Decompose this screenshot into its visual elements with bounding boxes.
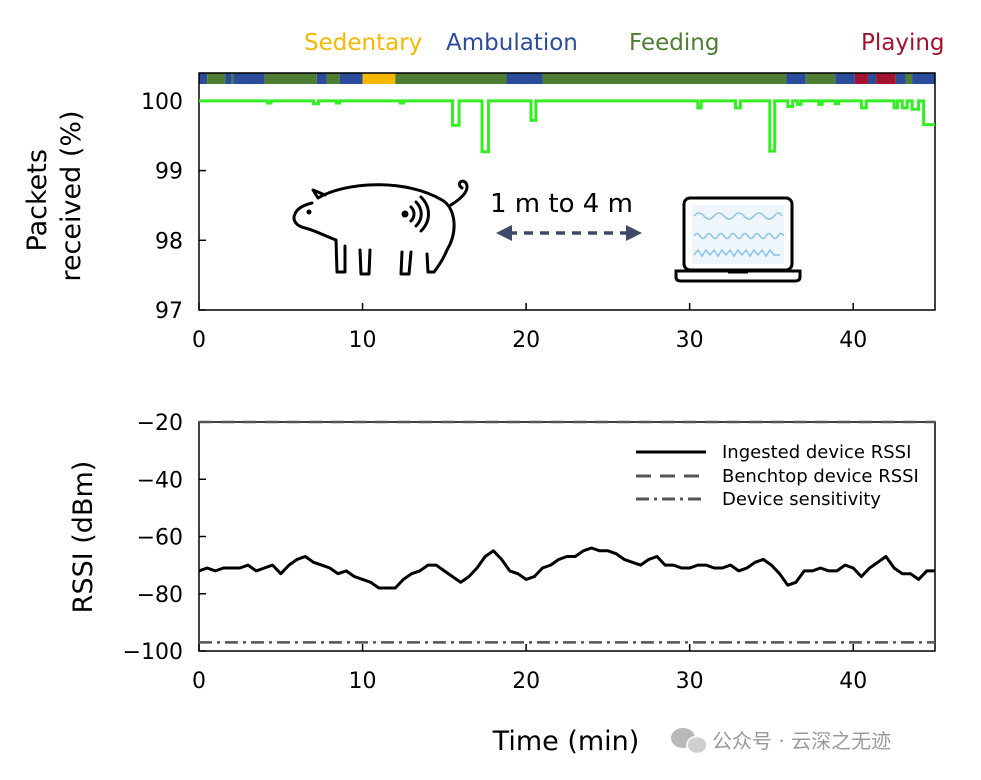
rssi-ytick-label: −100 bbox=[123, 640, 183, 665]
rssi-xtick-label: 0 bbox=[192, 669, 206, 694]
activity-legend-feeding: Feeding bbox=[629, 30, 719, 56]
activity-segment-sedentary bbox=[362, 73, 396, 84]
activity-legend-playing: Playing bbox=[861, 30, 945, 56]
ingested-rssi-line bbox=[198, 546, 935, 590]
packets-xtick-label: 40 bbox=[839, 328, 867, 353]
packets-ytick-label: 99 bbox=[155, 160, 183, 185]
packets-x-axis: 0 10 20 30 40 bbox=[192, 303, 867, 353]
rssi-ytick-label: −80 bbox=[137, 583, 183, 608]
activity-segment-ambulation bbox=[786, 73, 806, 84]
activity-segment-ambulation bbox=[835, 73, 855, 84]
watermark: 公众号 · 云深之无迹 bbox=[671, 728, 891, 755]
activity-segment-ambulation bbox=[233, 73, 265, 84]
legend-label-benchtop: Benchtop device RSSI bbox=[722, 466, 919, 487]
activity-segment-ambulation bbox=[339, 73, 363, 84]
packets-xtick-label: 0 bbox=[192, 328, 206, 353]
packets-panel: 0 10 20 30 40 97 98 99 100 Packets received (%)… bbox=[22, 72, 936, 353]
activity-segment-ambulation bbox=[867, 73, 877, 84]
activity-bar bbox=[199, 73, 935, 84]
packets-ytick-label: 100 bbox=[141, 90, 183, 115]
packets-xtick-label: 30 bbox=[676, 328, 704, 353]
activity-segment-ambulation bbox=[316, 73, 327, 84]
rssi-ytick-label: −60 bbox=[137, 526, 183, 551]
rssi-ytick-label: −20 bbox=[137, 411, 183, 436]
packets-received-line bbox=[199, 99, 935, 154]
packets-xtick-label: 10 bbox=[349, 328, 377, 353]
rssi-y-axis: −100 −80 −60 −40 −20 bbox=[123, 411, 206, 665]
wireless-signal-icon bbox=[401, 195, 430, 233]
activity-legend: Sedentary Ambulation Feeding Playing bbox=[304, 30, 945, 56]
activity-segment-feeding bbox=[264, 73, 317, 84]
activity-segment-ambulation bbox=[895, 73, 906, 84]
packets-xtick-label: 20 bbox=[512, 328, 540, 353]
activity-segment-feeding bbox=[805, 73, 836, 84]
packets-plot-frame bbox=[198, 72, 936, 311]
activity-segment-playing bbox=[876, 73, 896, 84]
activity-segment-feeding bbox=[542, 73, 787, 84]
activity-segment-ambulation bbox=[199, 73, 208, 84]
packets-ytick-label: 98 bbox=[155, 229, 183, 254]
double-arrow-icon bbox=[496, 225, 642, 241]
rssi-legend: Ingested device RSSI Benchtop device RSS… bbox=[636, 442, 919, 510]
activity-segment-feeding bbox=[905, 73, 913, 84]
activity-segment-feeding bbox=[395, 73, 507, 84]
x-axis-title: Time (min) bbox=[492, 726, 640, 757]
activity-segment-ambulation bbox=[225, 73, 232, 84]
packets-y-label: Packets received (%) bbox=[22, 110, 87, 281]
watermark-text: 公众号 · 云深之无迹 bbox=[712, 729, 891, 753]
rssi-y-label: RSSI (dBm) bbox=[68, 461, 99, 614]
distance-label: 1 m to 4 m bbox=[490, 189, 633, 219]
activity-segment-feeding bbox=[207, 73, 226, 84]
pig-icon bbox=[292, 179, 469, 276]
packets-ytick-label: 97 bbox=[155, 299, 183, 324]
rssi-xtick-label: 30 bbox=[676, 669, 704, 694]
rssi-xtick-label: 40 bbox=[839, 669, 867, 694]
activity-legend-ambulation: Ambulation bbox=[446, 30, 578, 56]
legend-label-sensitivity: Device sensitivity bbox=[722, 489, 881, 510]
rssi-xtick-label: 10 bbox=[349, 669, 377, 694]
rssi-x-axis: 0 10 20 30 40 bbox=[192, 644, 867, 694]
activity-legend-sedentary: Sedentary bbox=[304, 30, 422, 56]
activity-segment-feeding bbox=[231, 73, 234, 84]
activity-segment-playing bbox=[854, 73, 868, 84]
packets-y-axis: 97 98 99 100 bbox=[141, 90, 206, 324]
laptop-icon bbox=[674, 196, 802, 283]
rssi-ytick-label: −40 bbox=[137, 468, 183, 493]
rssi-xtick-label: 20 bbox=[512, 669, 540, 694]
activity-segment-feeding bbox=[326, 73, 340, 84]
rssi-panel: 0 10 20 30 40 −100 −80 −60 −40 −20 RSSI (dBm) In… bbox=[68, 411, 936, 757]
legend-label-ingested: Ingested device RSSI bbox=[722, 442, 911, 463]
activity-segment-ambulation bbox=[506, 73, 543, 84]
activity-segment-ambulation bbox=[912, 73, 935, 84]
wechat-icon bbox=[671, 728, 708, 755]
